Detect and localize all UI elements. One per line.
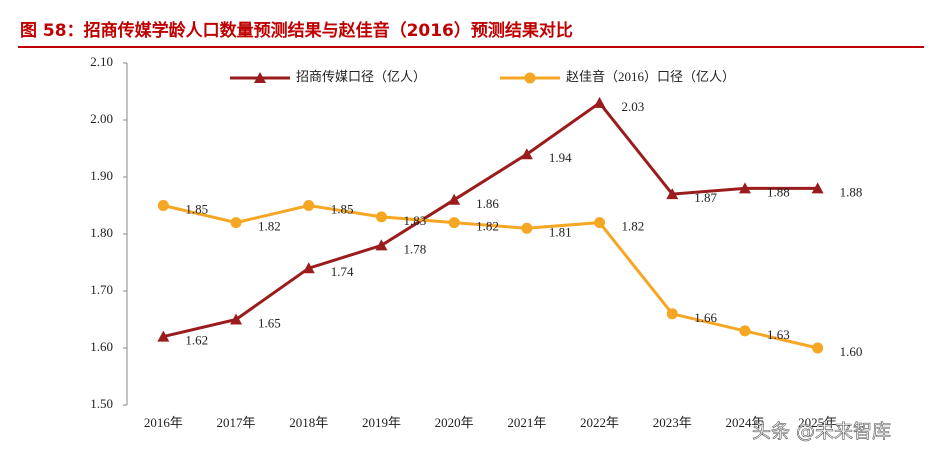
y-tick-label: 1.70 [90, 282, 113, 297]
data-label: 1.94 [549, 150, 572, 165]
data-point [157, 330, 170, 342]
data-label: 1.78 [403, 241, 426, 256]
legend-label: 赵佳音（2016）口径（亿人） [566, 69, 735, 84]
data-point [448, 193, 461, 205]
data-point [521, 222, 533, 234]
data-label: 1.88 [767, 184, 790, 199]
data-point [594, 217, 606, 229]
data-label: 1.86 [476, 196, 499, 211]
series-line [163, 203, 818, 350]
data-label: 1.87 [694, 190, 717, 205]
x-tick-label: 2023年 [653, 415, 692, 430]
data-point [230, 217, 242, 229]
x-tick-label: 2019年 [362, 415, 401, 430]
legend-marker [524, 72, 536, 84]
data-point [666, 308, 678, 320]
x-tick-label: 2020年 [435, 415, 474, 430]
series-line [163, 100, 818, 339]
data-point [302, 262, 315, 274]
data-point [303, 200, 315, 211]
data-label: 1.82 [476, 219, 499, 234]
data-point [448, 217, 460, 229]
data-point [157, 200, 169, 211]
data-label: 2.03 [622, 99, 645, 114]
data-point [593, 96, 606, 108]
x-tick-label: 2018年 [289, 415, 328, 430]
data-label: 1.65 [258, 315, 281, 330]
data-point [738, 182, 751, 194]
data-label: 1.85 [331, 201, 354, 216]
data-label: 1.60 [840, 344, 863, 359]
legend-label: 招商传媒口径（亿人） [296, 69, 426, 84]
data-label: 1.62 [185, 333, 208, 348]
data-label: 1.63 [767, 327, 790, 342]
y-tick-label: 1.50 [90, 396, 113, 411]
data-label: 1.85 [185, 201, 208, 216]
y-tick-label: 2.10 [90, 54, 113, 69]
y-tick-label: 1.90 [90, 168, 113, 183]
data-point [811, 182, 824, 194]
x-tick-label: 2021年 [507, 415, 546, 430]
x-tick-label: 2025年 [798, 415, 837, 430]
chart-title: 图 58：招商传媒学龄人口数量预测结果与赵佳音（2016）预测结果对比 [20, 20, 573, 41]
data-point [666, 188, 679, 200]
data-point [812, 342, 824, 354]
data-label: 1.83 [403, 213, 426, 228]
data-point [739, 325, 751, 337]
data-point [230, 313, 243, 325]
data-label: 1.74 [331, 264, 354, 279]
data-point [520, 148, 533, 160]
data-point [375, 211, 387, 223]
x-tick-label: 2016年 [144, 415, 183, 430]
data-point [375, 239, 388, 251]
x-tick-label: 2022年 [580, 415, 619, 430]
data-label: 1.82 [622, 219, 645, 234]
y-tick-label: 2.00 [90, 111, 113, 126]
watermark: 头条 @未来智库 [752, 421, 891, 443]
y-tick-label: 1.80 [90, 225, 113, 240]
x-tick-label: 2024年 [725, 415, 764, 430]
data-label: 1.82 [258, 219, 281, 234]
data-label: 1.81 [549, 224, 572, 239]
data-label: 1.88 [840, 184, 863, 199]
y-tick-label: 1.60 [90, 339, 113, 354]
data-label: 1.66 [694, 310, 717, 325]
legend-marker [254, 72, 266, 83]
x-tick-label: 2017年 [217, 415, 256, 430]
